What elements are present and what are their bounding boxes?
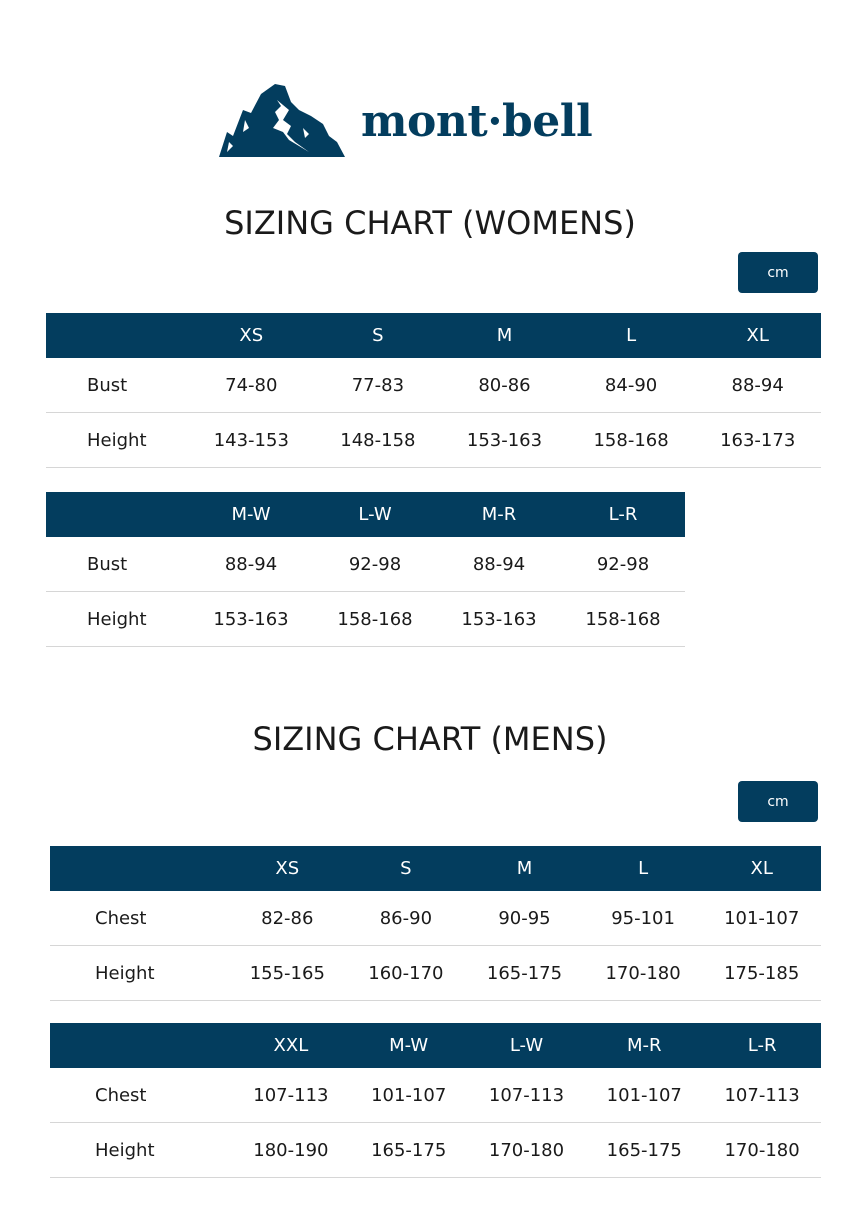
mountain-icon (219, 84, 345, 157)
header-row: XXL M-W L-W M-R L-R (50, 1023, 821, 1068)
measurement-cell: 74-80 (188, 358, 315, 413)
montbell-logo: mont·bell (219, 80, 599, 160)
table-row: Height 180-190 165-175 170-180 165-175 170-18… (50, 1122, 821, 1178)
measurement-cell: 155-165 (228, 945, 347, 1001)
header-row: M-W L-W M-R L-R (46, 492, 685, 537)
table-row: Chest 82-86 86-90 90-95 95-101 101-107 (50, 891, 821, 946)
row-label: Chest (50, 1068, 232, 1123)
measurement-cell: 88-94 (437, 537, 561, 592)
measurement-cell: 92-98 (313, 537, 437, 592)
womens-size-table: XS S M L XL Bust 74-80 77-83 80-86 84-90 88-94 Heig… (46, 313, 821, 468)
header-blank (50, 846, 228, 891)
row-label: Bust (46, 358, 188, 413)
measurement-cell: 165-175 (585, 1122, 704, 1178)
measurement-cell: 84-90 (567, 358, 695, 413)
size-header: L-R (561, 492, 685, 537)
header-row: XS S M L XL (46, 313, 821, 358)
size-header: M-W (189, 492, 313, 537)
mens-size-table: XS S M L XL Chest 82-86 86-90 90-95 95-101 101-107… (50, 846, 821, 1001)
measurement-cell: 107-113 (467, 1068, 586, 1123)
measurement-cell: 170-180 (703, 1122, 821, 1178)
size-header: M-W (349, 1023, 468, 1068)
measurement-cell: 107-113 (232, 1068, 350, 1123)
measurement-cell: 101-107 (702, 891, 821, 946)
table-row: Height 155-165 160-170 165-175 170-180 175-18… (50, 945, 821, 1001)
measurement-cell: 80-86 (441, 358, 568, 413)
measurement-cell: 90-95 (465, 891, 584, 946)
header-blank (46, 313, 188, 358)
brand-wordmark: mont·bell (361, 96, 593, 147)
measurement-cell: 88-94 (694, 358, 821, 413)
header-blank (50, 1023, 232, 1068)
table-row: Height 153-163 158-168 153-163 158-168 (46, 591, 685, 647)
measurement-cell: 153-163 (189, 591, 313, 647)
measurement-cell: 170-180 (467, 1122, 586, 1178)
size-header: XS (228, 846, 347, 891)
row-label: Height (46, 412, 188, 468)
size-header: L (583, 846, 703, 891)
measurement-cell: 95-101 (583, 891, 703, 946)
measurement-cell: 180-190 (232, 1122, 350, 1178)
size-header: S (314, 313, 442, 358)
womens-title: SIZING CHART (WOMENS) (224, 204, 636, 242)
table-row: Chest 107-113 101-107 107-113 101-107 107-113 (50, 1068, 821, 1123)
size-header: L-R (703, 1023, 821, 1068)
measurement-cell: 165-175 (349, 1122, 468, 1178)
size-header: XL (702, 846, 821, 891)
measurement-cell: 101-107 (585, 1068, 704, 1123)
size-header: XXL (232, 1023, 350, 1068)
measurement-cell: 163-173 (694, 412, 821, 468)
measurement-cell: 175-185 (702, 945, 821, 1001)
row-label: Height (50, 945, 228, 1001)
measurement-cell: 158-168 (567, 412, 695, 468)
table-row: Height 143-153 148-158 153-163 158-168 163-17… (46, 412, 821, 468)
measurement-cell: 82-86 (228, 891, 347, 946)
womens-unit-button[interactable]: cm (738, 252, 818, 293)
header-blank (46, 492, 189, 537)
measurement-cell: 88-94 (189, 537, 313, 592)
mens-alt-size-table: XXL M-W L-W M-R L-R Chest 107-113 101-107 107-11… (50, 1023, 821, 1178)
size-header: L-W (313, 492, 437, 537)
size-header: L (567, 313, 695, 358)
measurement-cell: 143-153 (188, 412, 315, 468)
measurement-cell: 158-168 (313, 591, 437, 647)
size-header: M (465, 846, 584, 891)
table-row: Bust 88-94 92-98 88-94 92-98 (46, 537, 685, 592)
row-label: Bust (46, 537, 189, 592)
row-label: Height (46, 591, 189, 647)
measurement-cell: 77-83 (314, 358, 442, 413)
size-header: M-R (437, 492, 561, 537)
measurement-cell: 170-180 (583, 945, 703, 1001)
mens-title: SIZING CHART (MENS) (252, 720, 608, 758)
measurement-cell: 92-98 (561, 537, 685, 592)
table-row: Bust 74-80 77-83 80-86 84-90 88-94 (46, 358, 821, 413)
size-header: S (346, 846, 466, 891)
row-label: Chest (50, 891, 228, 946)
mens-unit-button[interactable]: cm (738, 781, 818, 822)
measurement-cell: 153-163 (437, 591, 561, 647)
row-label: Height (50, 1122, 232, 1178)
measurement-cell: 101-107 (349, 1068, 468, 1123)
measurement-cell: 107-113 (703, 1068, 821, 1123)
measurement-cell: 148-158 (314, 412, 442, 468)
measurement-cell: 86-90 (346, 891, 466, 946)
size-header: M (441, 313, 568, 358)
size-header: XL (694, 313, 821, 358)
header-row: XS S M L XL (50, 846, 821, 891)
measurement-cell: 153-163 (441, 412, 568, 468)
size-header: XS (188, 313, 315, 358)
size-header: M-R (585, 1023, 704, 1068)
womens-alt-size-table: M-W L-W M-R L-R Bust 88-94 92-98 88-94 92-98 Heig… (46, 492, 685, 647)
size-header: L-W (467, 1023, 586, 1068)
measurement-cell: 165-175 (465, 945, 584, 1001)
measurement-cell: 160-170 (346, 945, 466, 1001)
measurement-cell: 158-168 (561, 591, 685, 647)
